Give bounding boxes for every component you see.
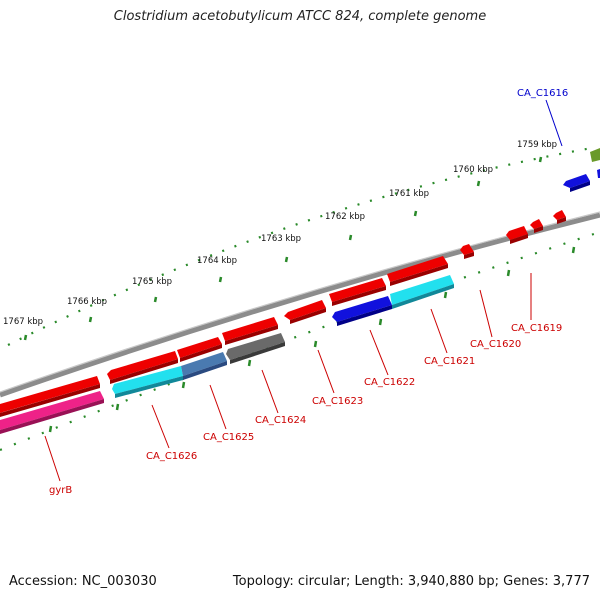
- gene-label-ca-c1624[interactable]: CA_C1624: [255, 415, 306, 426]
- gene-feature[interactable]: [460, 244, 474, 259]
- gene-feature[interactable]: [284, 300, 326, 324]
- gene-feature[interactable]: [506, 226, 528, 244]
- inner-ruler-dots: [0, 230, 600, 452]
- gene-feature[interactable]: [387, 256, 448, 286]
- gene-feature[interactable]: [563, 174, 590, 192]
- ruler-label-1760: 1760 kbp: [453, 165, 493, 175]
- gene-label-ca-c1626[interactable]: CA_C1626: [146, 451, 197, 462]
- map-title: Clostridium acetobutylicum ATCC 824, com…: [113, 9, 487, 24]
- gene-feature[interactable]: [222, 317, 278, 345]
- gene-label-ca-c1616[interactable]: CA_C1616: [517, 88, 568, 99]
- gene-feature[interactable]: [181, 352, 227, 380]
- gene-label-ca-c1621[interactable]: CA_C1621: [424, 356, 475, 367]
- ruler-label-1767: 1767 kbp: [3, 317, 43, 327]
- outer-ruler-dots: [7, 146, 593, 346]
- gene-feature[interactable]: [0, 376, 100, 417]
- ruler-label-1766: 1766 kbp: [67, 297, 107, 307]
- label-leaders: [44, 99, 563, 482]
- genome-summary-text: Topology: circular; Length: 3,940,880 bp…: [232, 574, 590, 589]
- gene-feature[interactable]: [107, 351, 178, 384]
- gene-label-ca-c1625[interactable]: CA_C1625: [203, 432, 254, 443]
- gene-feature[interactable]: [553, 210, 566, 224]
- gene-feature[interactable]: [177, 337, 222, 362]
- gene-label-ca-c1623[interactable]: CA_C1623: [312, 396, 363, 407]
- accession-text: Accession: NC_003030: [9, 574, 157, 589]
- ruler-label-1765: 1765 kbp: [132, 277, 172, 287]
- gene-label-ca-c1619[interactable]: CA_C1619: [511, 323, 562, 334]
- gene-feature[interactable]: [332, 296, 392, 326]
- gene-feature[interactable]: [590, 148, 600, 162]
- gene-feature[interactable]: [0, 391, 104, 434]
- gene-label-ca-c1622[interactable]: CA_C1622: [364, 377, 415, 388]
- inner-ruler-ticks: [48, 246, 576, 433]
- ruler-label-1764: 1764 kbp: [197, 256, 237, 266]
- gene-feature[interactable]: [112, 366, 183, 398]
- ruler-label-1759: 1759 kbp: [517, 140, 557, 150]
- gene-feature[interactable]: [226, 333, 285, 364]
- outer-ruler-ticks: [23, 156, 543, 341]
- gene-label-gyrb[interactable]: gyrB: [49, 485, 72, 496]
- gene-feature[interactable]: [530, 219, 543, 233]
- ruler-label-1763: 1763 kbp: [261, 234, 301, 244]
- gene-feature[interactable]: [597, 169, 600, 178]
- gene-feature[interactable]: [329, 278, 386, 306]
- ruler-label-1761: 1761 kbp: [389, 189, 429, 199]
- gene-feature[interactable]: [390, 275, 454, 309]
- ruler-label-1762: 1762 kbp: [325, 212, 365, 222]
- gene-label-ca-c1620[interactable]: CA_C1620: [470, 339, 521, 350]
